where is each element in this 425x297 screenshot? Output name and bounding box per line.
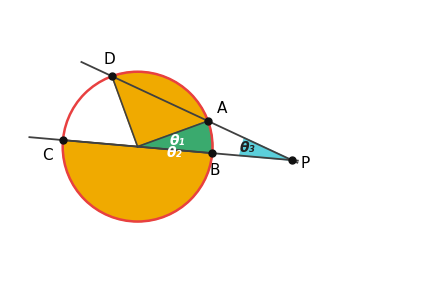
Polygon shape (63, 72, 212, 222)
Text: P: P (301, 156, 310, 170)
Text: D: D (103, 51, 115, 67)
Text: A: A (217, 101, 227, 116)
Text: θ₂: θ₂ (167, 146, 182, 160)
Text: θ₁: θ₁ (170, 134, 186, 148)
Text: C: C (42, 148, 53, 162)
Polygon shape (138, 121, 212, 153)
Polygon shape (240, 138, 292, 160)
Text: θ₃: θ₃ (240, 141, 255, 155)
Text: B: B (210, 163, 221, 178)
